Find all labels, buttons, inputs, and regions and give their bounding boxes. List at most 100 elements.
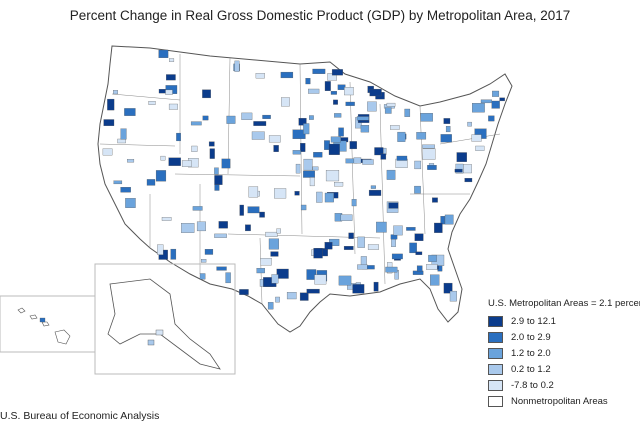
metro-area-patch — [492, 90, 500, 97]
metro-area-patch — [386, 169, 396, 180]
metro-area-patch — [368, 189, 382, 196]
metro-area-patch — [312, 166, 319, 171]
metro-area-patch — [120, 187, 131, 193]
legend-swatch-1 — [488, 331, 503, 343]
metro-area-patch — [391, 253, 403, 260]
metro-area-patch — [416, 265, 423, 272]
metro-area-patch — [181, 160, 192, 167]
metro-area-patch — [434, 222, 443, 233]
metro-areas — [102, 49, 505, 310]
legend-item-0: 2.9 to 12.1 — [488, 313, 638, 329]
metro-area-patch — [353, 157, 362, 164]
legend-label-1: 2.0 to 2.9 — [511, 331, 551, 343]
metro-area-patch — [360, 125, 370, 133]
metro-area-patch — [181, 223, 195, 233]
metro-area-patch — [256, 268, 265, 274]
metro-area-patch — [338, 127, 344, 137]
metro-area-patch — [324, 192, 334, 203]
metro-area-patch — [225, 272, 231, 284]
contiguous-us — [97, 45, 513, 333]
metro-area-patch — [309, 115, 314, 120]
metro-area-patch — [102, 148, 113, 156]
metro-area-patch — [113, 180, 123, 185]
metro-area-patch — [305, 78, 311, 85]
metro-area-patch — [388, 202, 399, 209]
metro-area-patch — [125, 198, 136, 208]
metro-area-patch — [362, 159, 374, 165]
metro-area-patch — [192, 206, 203, 211]
metro-area-patch — [218, 221, 228, 229]
metro-area-patch — [472, 103, 485, 113]
metro-area-patch — [127, 159, 135, 163]
metro-area-patch — [124, 108, 136, 116]
legend-swatch-2 — [488, 347, 503, 359]
metro-area-patch — [443, 118, 451, 124]
metro-area-patch — [201, 259, 207, 263]
source-note: U.S. Bureau of Economic Analysis — [0, 410, 160, 422]
metro-area-patch — [316, 191, 323, 203]
metro-area-patch — [146, 179, 156, 186]
metro-area-patch — [373, 281, 379, 292]
metro-area-patch — [313, 248, 323, 259]
metro-area-patch — [214, 167, 219, 175]
metro-area-patch — [292, 150, 301, 155]
metro-area-patch — [309, 177, 315, 187]
map-title: Percent Change in Real Gross Domestic Pr… — [69, 8, 571, 23]
metro-area-patch — [328, 143, 340, 155]
metro-area-patch — [221, 158, 231, 169]
metro-area-patch — [306, 269, 317, 280]
legend-item-3: 0.2 to 1.2 — [488, 361, 638, 377]
metro-area-patch — [239, 204, 244, 216]
metro-area-patch — [357, 236, 365, 248]
metro-area-patch — [275, 296, 280, 303]
metro-area-patch — [300, 143, 306, 152]
metro-area-patch — [202, 89, 211, 99]
metro-area-patch — [107, 98, 115, 111]
legend-swatch-0 — [488, 315, 503, 327]
metro-area-patch — [406, 227, 416, 231]
metro-area-patch — [426, 264, 438, 270]
metro-area-patch — [456, 152, 467, 162]
legend-label-5: Nonmetropolitan Areas — [511, 395, 608, 407]
metro-area-patch — [245, 224, 251, 232]
hawaii-inset — [0, 295, 96, 353]
metro-area-patch — [404, 108, 411, 117]
alaska-shape — [107, 278, 221, 370]
metro-area-patch — [356, 116, 369, 121]
metro-area-patch — [303, 170, 315, 178]
metro-area-patch — [303, 158, 313, 171]
metro-area-patch — [427, 165, 437, 170]
metro-area-patch — [255, 73, 265, 79]
metro-area-patch — [190, 121, 202, 126]
metro-area-patch — [300, 204, 307, 211]
metro-area-patch — [209, 148, 215, 159]
metro-area-patch — [334, 113, 342, 118]
metro-area-patch — [386, 102, 396, 107]
metro-area-patch — [148, 101, 156, 105]
metro-area-patch — [196, 221, 206, 232]
metro-area-patch — [226, 115, 236, 124]
metro-area-patch — [281, 97, 290, 107]
metro-area-patch — [103, 119, 115, 126]
metro-area-patch — [286, 292, 297, 300]
legend-swatch-4 — [488, 379, 503, 391]
metro-area-patch — [158, 89, 167, 94]
metro-area-patch — [312, 68, 326, 74]
metro-area-patch — [454, 168, 463, 173]
metro-area-patch — [349, 141, 357, 150]
metro-area-patch — [113, 90, 118, 95]
legend-label-0: 2.9 to 12.1 — [511, 315, 556, 327]
metro-area-patch — [274, 188, 287, 199]
metro-area-patch — [445, 126, 451, 133]
metro-area-patch — [208, 141, 215, 147]
metro-area-patch — [499, 97, 505, 102]
metro-area-patch — [432, 197, 438, 203]
metro-area-patch — [214, 175, 223, 185]
metro-area-patch — [475, 145, 485, 151]
metro-area-patch — [158, 49, 169, 58]
metro-area-patch — [248, 186, 259, 198]
metro-area-patch — [247, 206, 260, 214]
metro-area-patch — [262, 114, 271, 119]
metro-area-patch — [168, 103, 178, 110]
metro-area-patch — [270, 251, 279, 257]
